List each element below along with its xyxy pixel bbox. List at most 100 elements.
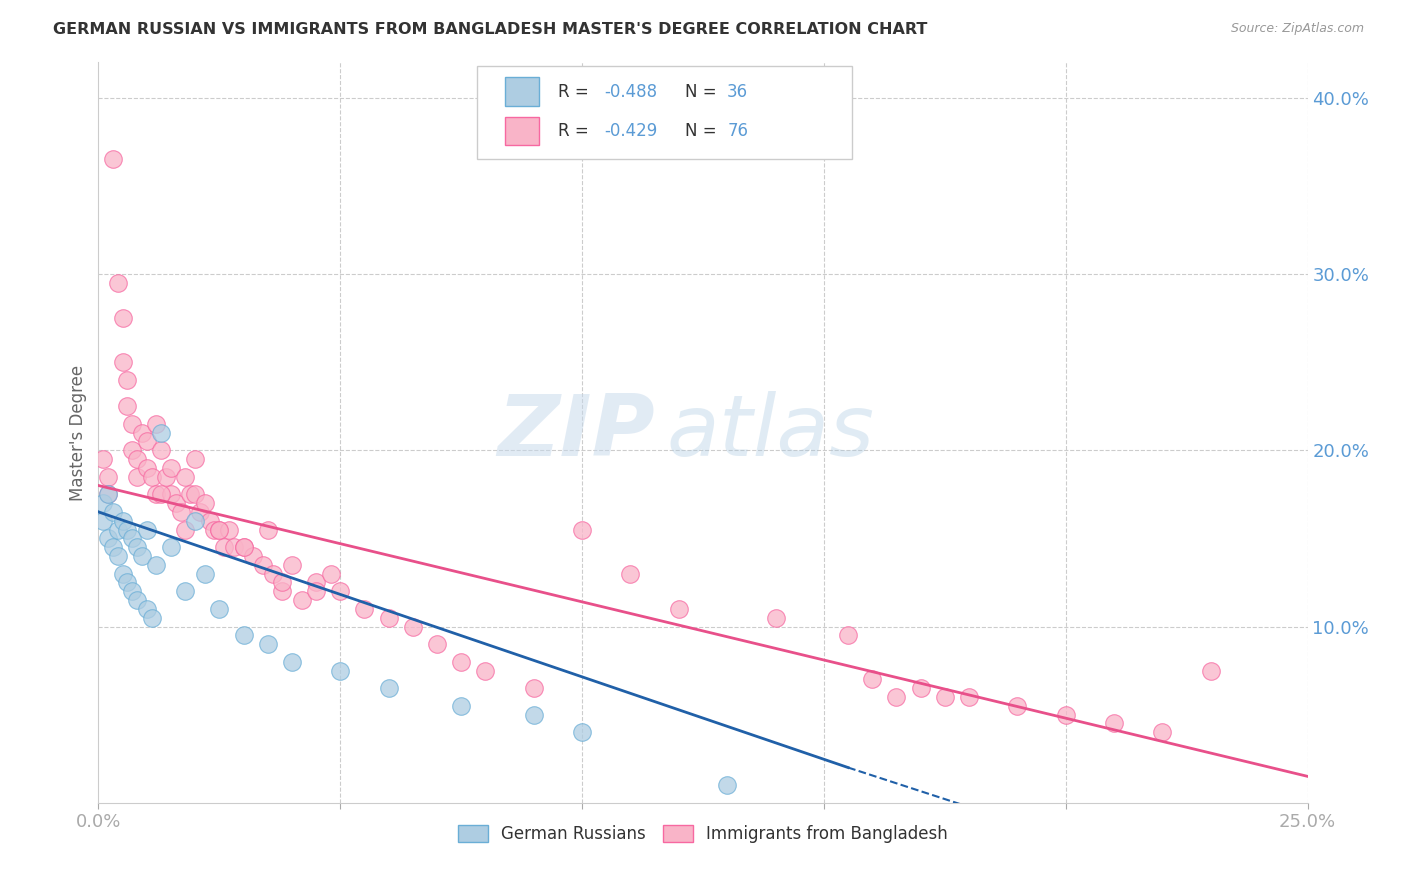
Point xyxy=(141,469,163,483)
Point xyxy=(184,452,207,467)
Point xyxy=(184,514,207,528)
Point xyxy=(194,496,217,510)
Point xyxy=(329,584,352,599)
Text: Source: ZipAtlas.com: Source: ZipAtlas.com xyxy=(1230,22,1364,36)
Point xyxy=(305,575,328,590)
Point xyxy=(957,690,980,704)
Point xyxy=(150,425,173,440)
Text: N =: N = xyxy=(685,83,721,101)
Point xyxy=(91,496,114,510)
Point xyxy=(160,461,183,475)
Point xyxy=(765,610,787,624)
Point xyxy=(184,487,207,501)
Point xyxy=(290,593,312,607)
Point xyxy=(860,673,883,687)
Point xyxy=(1054,707,1077,722)
Point xyxy=(716,778,738,792)
Point xyxy=(256,523,278,537)
Text: 36: 36 xyxy=(727,83,748,101)
Point xyxy=(135,602,157,616)
Point xyxy=(474,664,496,678)
Point xyxy=(194,566,217,581)
Point xyxy=(91,514,114,528)
Text: -0.429: -0.429 xyxy=(603,121,657,140)
Point xyxy=(208,523,231,537)
Point xyxy=(271,584,294,599)
Point xyxy=(145,558,167,572)
Point xyxy=(271,575,294,590)
Text: 76: 76 xyxy=(727,121,748,140)
Point xyxy=(934,690,956,704)
Point xyxy=(160,487,183,501)
Text: ZIP: ZIP xyxy=(496,391,655,475)
Text: -0.488: -0.488 xyxy=(603,83,657,101)
Point xyxy=(127,469,149,483)
Point xyxy=(97,487,120,501)
Point xyxy=(169,505,191,519)
Point xyxy=(1007,698,1029,713)
Point xyxy=(145,417,167,431)
Point xyxy=(135,461,157,475)
Point xyxy=(188,505,211,519)
Point xyxy=(145,487,167,501)
Point xyxy=(305,584,328,599)
Point xyxy=(242,549,264,563)
Text: GERMAN RUSSIAN VS IMMIGRANTS FROM BANGLADESH MASTER'S DEGREE CORRELATION CHART: GERMAN RUSSIAN VS IMMIGRANTS FROM BANGLA… xyxy=(53,22,928,37)
Point xyxy=(127,540,149,554)
Point xyxy=(1152,725,1174,739)
Point xyxy=(222,540,245,554)
Point xyxy=(141,610,163,624)
Point xyxy=(212,540,235,554)
FancyBboxPatch shape xyxy=(505,117,538,145)
Y-axis label: Master's Degree: Master's Degree xyxy=(69,365,87,500)
Text: R =: R = xyxy=(558,83,593,101)
Point xyxy=(353,602,375,616)
Point xyxy=(131,549,153,563)
Point xyxy=(204,523,226,537)
Point xyxy=(377,610,399,624)
Point xyxy=(121,584,143,599)
Point xyxy=(127,452,149,467)
Point xyxy=(121,532,143,546)
Point xyxy=(377,681,399,696)
Point xyxy=(208,602,231,616)
Point xyxy=(523,681,546,696)
Point xyxy=(329,664,352,678)
Point xyxy=(281,655,304,669)
Point xyxy=(232,540,254,554)
Point xyxy=(117,575,139,590)
Point xyxy=(619,566,641,581)
Point xyxy=(281,558,304,572)
Point xyxy=(107,549,129,563)
Point xyxy=(450,698,472,713)
Point xyxy=(111,355,134,369)
Point xyxy=(402,619,425,633)
Point xyxy=(232,540,254,554)
FancyBboxPatch shape xyxy=(505,78,538,105)
Text: R =: R = xyxy=(558,121,593,140)
Point xyxy=(910,681,932,696)
Point xyxy=(107,523,129,537)
Point xyxy=(252,558,274,572)
Point xyxy=(174,469,197,483)
Point xyxy=(571,725,593,739)
Point xyxy=(150,487,173,501)
Point xyxy=(117,523,139,537)
Point xyxy=(1102,716,1125,731)
Point xyxy=(165,496,187,510)
Point xyxy=(101,540,124,554)
Point xyxy=(107,276,129,290)
Point xyxy=(160,540,183,554)
Point xyxy=(101,153,124,167)
Point xyxy=(135,523,157,537)
Point xyxy=(111,514,134,528)
Point xyxy=(218,523,240,537)
Text: atlas: atlas xyxy=(666,391,875,475)
Point xyxy=(117,373,139,387)
Point xyxy=(91,452,114,467)
Point xyxy=(121,417,143,431)
Point xyxy=(121,443,143,458)
Point xyxy=(111,566,134,581)
Point xyxy=(111,311,134,326)
Point xyxy=(127,593,149,607)
